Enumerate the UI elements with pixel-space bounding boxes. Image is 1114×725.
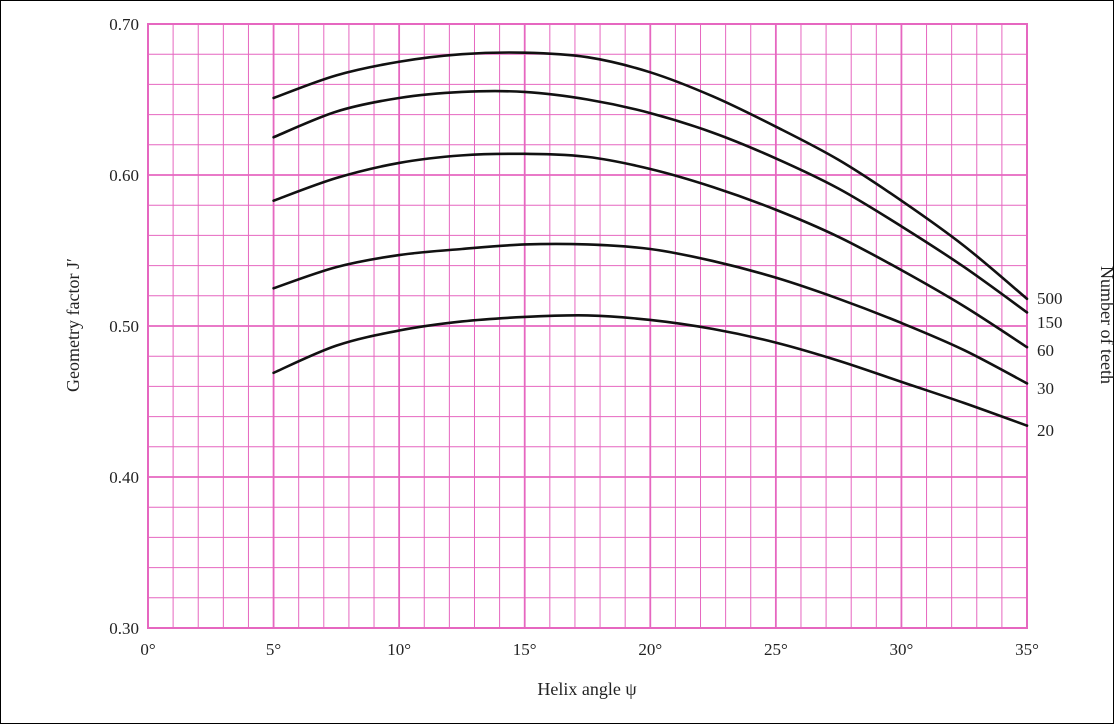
- series-label-20: 20: [1037, 421, 1054, 440]
- series-line-20: [272, 314, 1029, 427]
- series-line-30: [272, 242, 1029, 385]
- series-label-60: 60: [1037, 341, 1054, 360]
- x-tick-label: 10°: [387, 640, 411, 659]
- series-label-150: 150: [1037, 313, 1063, 332]
- x-tick-label: 15°: [513, 640, 537, 659]
- x-tick-label: 5°: [266, 640, 281, 659]
- series-line-150: [272, 89, 1029, 314]
- x-tick-label: 30°: [890, 640, 914, 659]
- y-axis-title: Geometry factor J′: [63, 258, 83, 392]
- y-tick-label: 0.40: [109, 468, 139, 487]
- series-lines: [272, 51, 1029, 427]
- y-tick-label: 0.70: [109, 15, 139, 34]
- series-label-30: 30: [1037, 379, 1054, 398]
- series-label-500: 500: [1037, 289, 1063, 308]
- x-tick-label: 20°: [638, 640, 662, 659]
- series-labels: 500 150 60 30 20: [1037, 289, 1063, 440]
- major-grid: [147, 23, 1028, 629]
- right-axis-title: Number of teeth: [1097, 266, 1114, 384]
- x-tick-label: 25°: [764, 640, 788, 659]
- x-axis-title: Helix angle ψ: [537, 679, 637, 699]
- x-tick-labels: 0° 5° 10° 15° 20° 25° 30° 35°: [140, 640, 1039, 659]
- series-line-60: [272, 152, 1029, 349]
- x-tick-label: 0°: [140, 640, 155, 659]
- x-tick-label: 35°: [1015, 640, 1039, 659]
- y-tick-label: 0.50: [109, 317, 139, 336]
- y-tick-label: 0.60: [109, 166, 139, 185]
- y-tick-labels: 0.30 0.40 0.50 0.60 0.70: [109, 15, 139, 638]
- series-line-500: [272, 51, 1029, 301]
- y-tick-label: 0.30: [109, 619, 139, 638]
